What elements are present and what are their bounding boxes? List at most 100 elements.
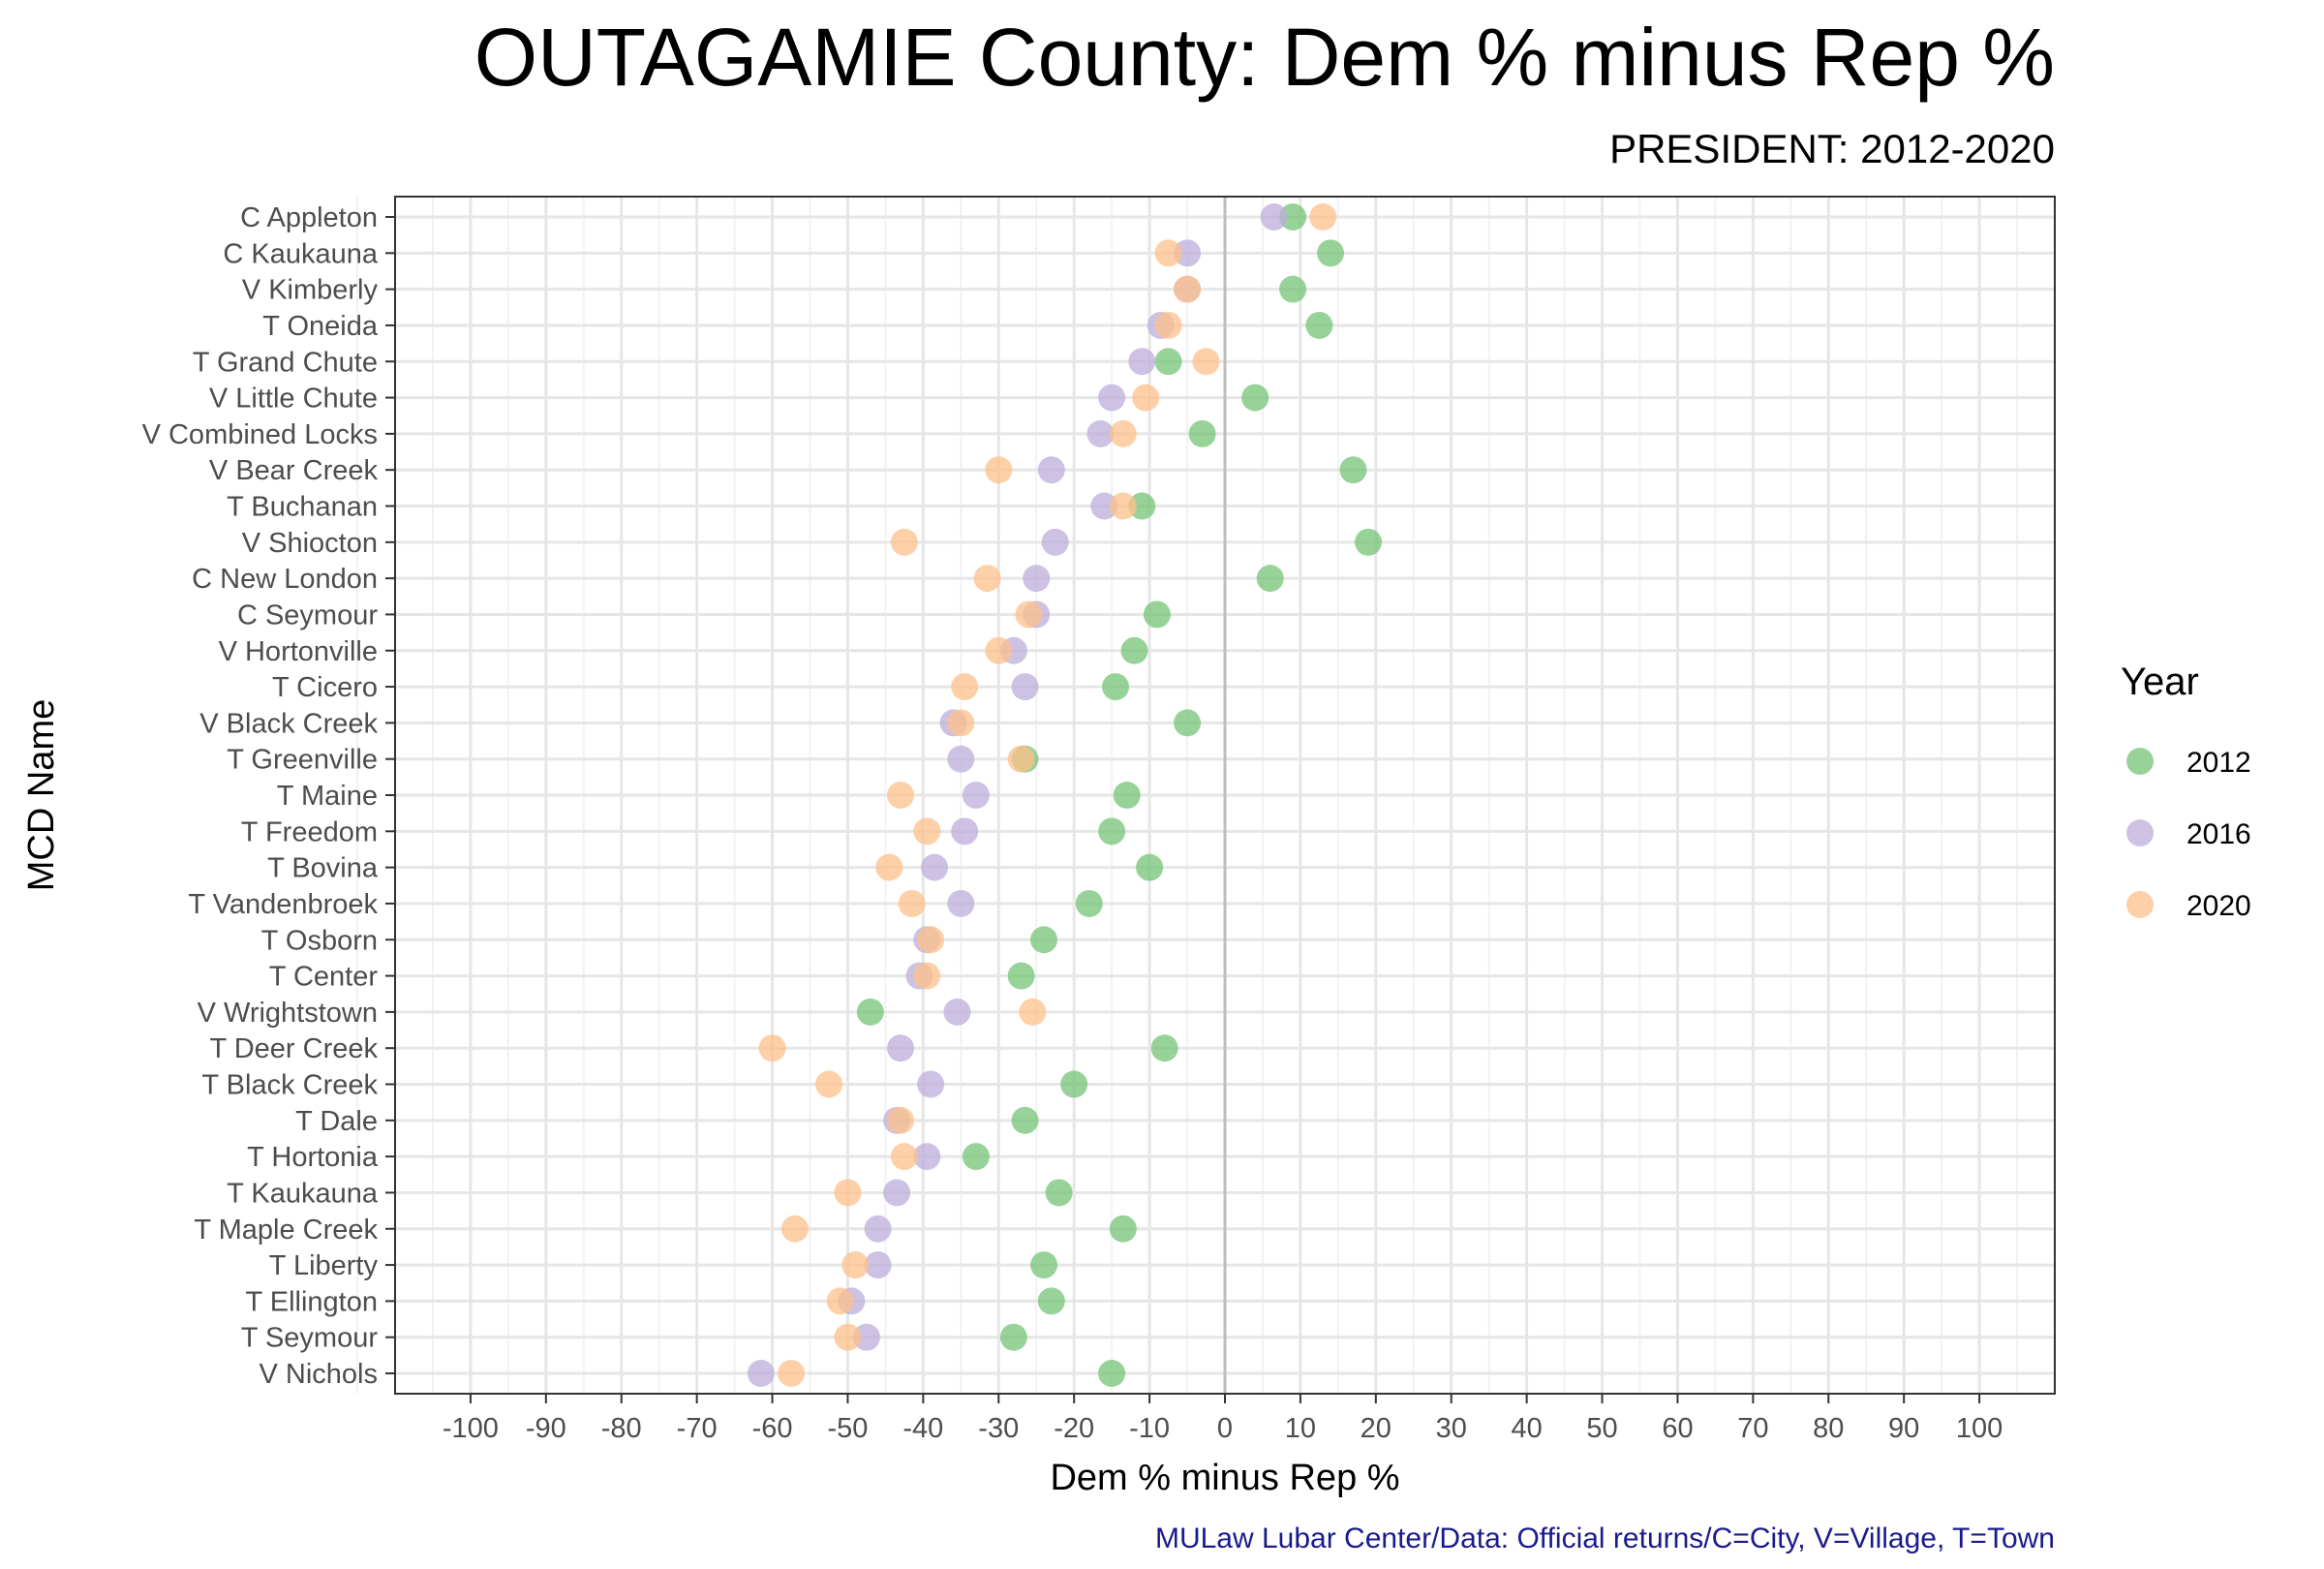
point-2020	[890, 528, 918, 556]
legend-label-2016: 2016	[2186, 818, 2251, 850]
point-2012	[1305, 311, 1333, 339]
y-tick-label: V Little Chute	[209, 384, 378, 415]
chart-subtitle: PRESIDENT: 2012-2020	[1609, 126, 2055, 171]
point-2020	[814, 1070, 842, 1098]
y-tick-label: T Maine	[277, 781, 378, 812]
point-2020	[886, 782, 914, 809]
point-2012	[1109, 1215, 1137, 1243]
point-2012	[1060, 1070, 1088, 1098]
y-tick-label: V Hortonville	[219, 636, 378, 667]
point-2016	[962, 782, 990, 809]
point-2016	[1260, 203, 1288, 231]
point-2012	[962, 1143, 990, 1171]
point-2016	[1128, 348, 1156, 376]
point-2016	[951, 817, 979, 846]
point-2016	[883, 1179, 911, 1207]
point-2020	[951, 673, 979, 701]
point-2016	[864, 1251, 892, 1279]
point-2020	[890, 1143, 918, 1171]
point-2020	[841, 1251, 870, 1279]
x-tick-label: 70	[1737, 1413, 1768, 1444]
point-2016	[1037, 456, 1065, 484]
x-tick-label: -70	[677, 1413, 718, 1444]
legend-label-2012: 2012	[2186, 747, 2251, 779]
point-2020	[1109, 419, 1137, 447]
x-tick-label: -80	[601, 1413, 642, 1444]
y-tick-label: T Freedom	[241, 816, 378, 847]
legend-key-2012	[2126, 748, 2154, 775]
point-2016	[1086, 419, 1115, 447]
y-tick-label: T Dale	[295, 1106, 378, 1137]
x-axis-ticks: -100 -90 -80 -70 -60 -50 -40 -30 -20 -10 0 10 20 30 40…	[443, 1394, 2003, 1444]
point-2020	[1019, 998, 1047, 1026]
point-2020	[913, 817, 941, 846]
point-2012	[1098, 817, 1126, 846]
point-2012	[1174, 709, 1202, 737]
point-2016	[864, 1215, 892, 1243]
y-tick-label: T Greenville	[227, 745, 378, 776]
legend-label-2020: 2020	[2186, 890, 2251, 922]
y-tick-label: T Bovina	[267, 853, 379, 884]
point-2016	[852, 1323, 880, 1351]
x-tick-label: -20	[1054, 1413, 1094, 1444]
x-tick-label: -50	[827, 1413, 868, 1444]
y-tick-label: V Bear Creek	[209, 455, 379, 486]
y-tick-label: V Black Creek	[199, 708, 378, 739]
point-2016	[1011, 673, 1039, 701]
point-2016	[947, 889, 975, 917]
point-2020	[1309, 203, 1337, 231]
x-tick-label: 100	[1956, 1413, 2003, 1444]
point-2012	[1007, 962, 1035, 990]
x-tick-label: 30	[1436, 1413, 1467, 1444]
point-2012	[1279, 275, 1307, 303]
point-2016	[947, 745, 975, 773]
x-tick-label: 10	[1285, 1413, 1316, 1444]
point-2012	[1279, 203, 1307, 231]
point-2020	[1007, 745, 1035, 773]
point-2012	[999, 1323, 1027, 1351]
point-2020	[985, 636, 1013, 664]
x-tick-label: -30	[978, 1413, 1019, 1444]
legend-items: 2012 2016 2020	[2126, 747, 2251, 922]
point-2012	[1098, 1360, 1126, 1387]
point-2016	[747, 1360, 775, 1387]
point-2020	[1154, 311, 1182, 339]
point-2012	[1075, 889, 1103, 917]
point-2012	[1120, 636, 1148, 664]
point-2020	[1154, 239, 1182, 267]
point-2020	[834, 1179, 862, 1207]
y-tick-label: T Osborn	[261, 925, 378, 956]
y-tick-label: V Nichols	[260, 1359, 379, 1390]
y-tick-label: T Liberty	[269, 1250, 379, 1281]
y-tick-label: C New London	[192, 564, 378, 595]
x-tick-label: -90	[526, 1413, 566, 1444]
y-tick-label: V Shiocton	[242, 528, 378, 559]
point-2016	[886, 1034, 914, 1062]
x-tick-label: 90	[1888, 1413, 1919, 1444]
chart-caption: MULaw Lubar Center/Data: Official return…	[1155, 1523, 2055, 1554]
point-2012	[1030, 926, 1058, 954]
y-tick-label: T Deer Creek	[209, 1033, 378, 1064]
point-2020	[834, 1323, 862, 1351]
point-2012	[1045, 1179, 1073, 1207]
point-2016	[1098, 384, 1126, 412]
point-2020	[780, 1215, 809, 1243]
point-2020	[1109, 492, 1137, 520]
point-2020	[1132, 384, 1160, 412]
x-tick-label: 20	[1361, 1413, 1391, 1444]
y-tick-label: T Kaukauna	[227, 1178, 379, 1209]
legend-title: Year	[2121, 661, 2199, 703]
legend-key-2020	[2126, 891, 2154, 918]
point-2012	[1317, 239, 1345, 267]
x-tick-label: 50	[1586, 1413, 1617, 1444]
point-2012	[1136, 853, 1164, 881]
point-2016	[1174, 239, 1202, 267]
point-2020	[898, 889, 926, 917]
point-2012	[1256, 565, 1284, 593]
y-tick-label: V Combined Locks	[142, 419, 378, 450]
x-tick-label: -100	[443, 1413, 499, 1444]
chart-title: OUTAGAMIE County: Dem % minus Rep %	[474, 12, 2055, 103]
points-layer	[747, 203, 1383, 1387]
x-tick-label: -10	[1129, 1413, 1170, 1444]
